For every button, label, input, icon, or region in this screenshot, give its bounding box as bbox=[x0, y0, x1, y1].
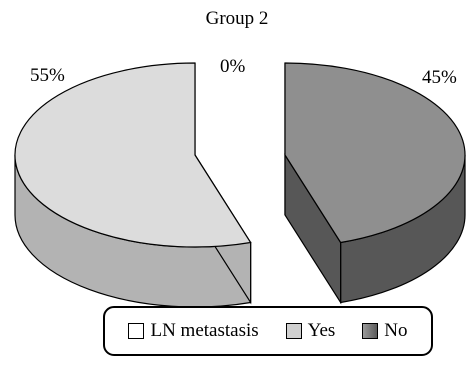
legend-item-yes: Yes bbox=[285, 320, 336, 342]
legend-no-swatch bbox=[362, 323, 379, 339]
label-0-percent: 0% bbox=[220, 56, 246, 77]
slice-no-top bbox=[284, 62, 466, 244]
legend-title-swatch bbox=[128, 323, 145, 339]
label-45-percent: 45% bbox=[422, 67, 457, 88]
legend: LN metastasis Yes No bbox=[103, 306, 433, 356]
legend-no-label: No bbox=[384, 320, 408, 341]
legend-yes-swatch bbox=[285, 323, 302, 339]
chart-title: Group 2 bbox=[205, 8, 269, 29]
slice-55-top bbox=[14, 62, 252, 248]
legend-title-label: LN metastasis bbox=[150, 320, 259, 341]
legend-yes-label: Yes bbox=[307, 320, 336, 341]
label-55-percent: 55% bbox=[30, 65, 65, 86]
legend-item-title: LN metastasis bbox=[128, 320, 259, 342]
legend-item-no: No bbox=[362, 320, 408, 342]
